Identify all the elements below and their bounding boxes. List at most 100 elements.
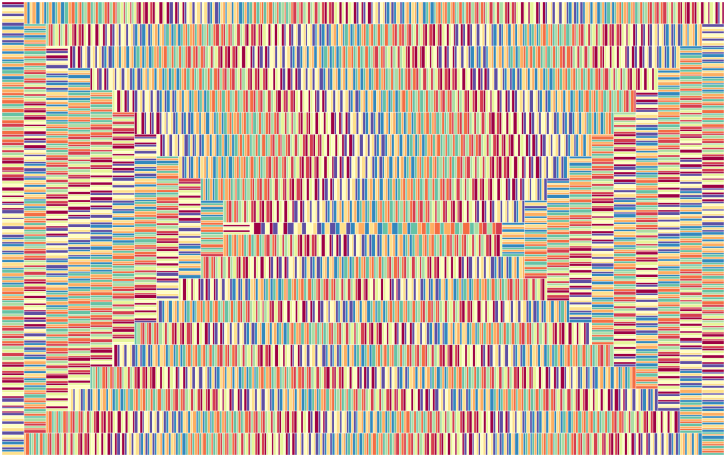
treemap-tile xyxy=(303,366,307,390)
treemap-tile xyxy=(23,231,47,235)
treemap-tile xyxy=(635,239,659,245)
treemap-tile xyxy=(635,161,659,167)
treemap-tile xyxy=(133,89,138,113)
treemap-tile xyxy=(45,313,69,318)
treemap-tile xyxy=(635,201,659,206)
treemap-tile xyxy=(581,366,587,390)
treemap-tile xyxy=(142,388,146,412)
treemap-tile xyxy=(338,45,342,69)
treemap-tile xyxy=(1,382,25,387)
treemap-tile xyxy=(572,67,576,91)
treemap-tile xyxy=(532,366,537,390)
treemap-tile xyxy=(417,410,422,434)
treemap-tile xyxy=(657,104,681,109)
treemap-tile xyxy=(463,111,468,135)
treemap-tile xyxy=(338,366,342,390)
treemap-tile xyxy=(352,432,356,456)
treemap-tile xyxy=(127,410,131,434)
treemap-tile xyxy=(90,317,113,321)
treemap-tile xyxy=(109,1,114,25)
treemap-tile xyxy=(84,410,88,434)
treemap-tile xyxy=(486,300,490,323)
treemap-tile xyxy=(657,291,681,295)
treemap-tile xyxy=(613,358,637,363)
treemap-tile xyxy=(112,172,135,176)
treemap-tile xyxy=(679,199,703,204)
treemap-tile xyxy=(480,1,485,25)
treemap-tile xyxy=(1,427,25,432)
treemap-tile xyxy=(461,1,465,25)
treemap-tile xyxy=(219,67,223,91)
treemap-tile xyxy=(439,300,443,323)
treemap-tile xyxy=(129,366,133,390)
treemap-tile xyxy=(278,1,282,25)
treemap-tile xyxy=(447,388,452,412)
treemap-tile xyxy=(578,322,582,345)
treemap-tile xyxy=(657,147,681,150)
treemap-tile xyxy=(321,23,326,47)
treemap-tile xyxy=(1,286,25,292)
treemap-tile xyxy=(404,366,408,390)
treemap-tile xyxy=(405,1,410,25)
treemap-tile xyxy=(455,388,459,412)
treemap-tile xyxy=(45,193,69,197)
treemap-tile xyxy=(181,322,185,345)
treemap-tile xyxy=(618,366,622,390)
treemap-tile xyxy=(277,300,281,323)
treemap-tile xyxy=(444,388,449,412)
treemap-tile xyxy=(613,226,637,230)
treemap-tile xyxy=(23,356,47,360)
treemap-tile xyxy=(397,45,401,69)
treemap-tile xyxy=(370,388,375,412)
treemap-tile xyxy=(635,157,659,161)
treemap-tile xyxy=(372,410,376,434)
treemap-tile xyxy=(701,130,725,134)
treemap-tile xyxy=(627,1,632,25)
treemap-tile xyxy=(412,134,416,157)
treemap-tile xyxy=(385,300,388,323)
treemap-tile xyxy=(635,353,659,356)
treemap-tile xyxy=(226,366,231,390)
treemap-tile xyxy=(374,67,380,91)
treemap-tile xyxy=(258,366,262,390)
treemap-tile xyxy=(1,163,25,168)
treemap-tile xyxy=(1,392,25,397)
treemap-tile xyxy=(528,111,532,135)
treemap-tile xyxy=(347,45,352,69)
treemap-tile xyxy=(90,67,93,91)
treemap-tile xyxy=(384,410,388,434)
treemap-tile xyxy=(568,263,592,267)
treemap-tile xyxy=(315,366,320,390)
treemap-tile xyxy=(411,410,415,434)
treemap-tile xyxy=(572,366,576,390)
treemap-tile xyxy=(512,300,516,323)
treemap-tile xyxy=(657,378,681,382)
treemap-tile xyxy=(444,344,448,367)
treemap-tile xyxy=(203,1,208,25)
treemap-tile xyxy=(156,298,179,301)
treemap-tile xyxy=(568,296,592,301)
treemap-tile xyxy=(285,432,289,456)
treemap-tile xyxy=(701,156,725,161)
treemap-tile xyxy=(585,23,589,47)
treemap-tile xyxy=(251,134,256,157)
treemap-tile xyxy=(531,322,535,345)
treemap-tile xyxy=(679,301,703,305)
treemap-tile xyxy=(613,236,637,241)
treemap-tile xyxy=(23,235,47,240)
treemap-tile xyxy=(679,137,703,142)
treemap-tile xyxy=(1,449,25,453)
treemap-tile xyxy=(568,301,592,305)
treemap-tile xyxy=(183,1,187,25)
treemap-tile xyxy=(178,89,183,113)
treemap-tile xyxy=(159,344,164,367)
treemap-tile xyxy=(23,248,47,252)
treemap-tile xyxy=(161,300,165,323)
treemap-tile xyxy=(347,388,352,412)
treemap-tile xyxy=(635,185,659,189)
treemap-tile xyxy=(635,111,659,115)
treemap-tile xyxy=(522,410,526,434)
treemap-tile xyxy=(540,388,544,412)
treemap-tile xyxy=(23,95,47,99)
treemap-tile xyxy=(112,242,135,246)
